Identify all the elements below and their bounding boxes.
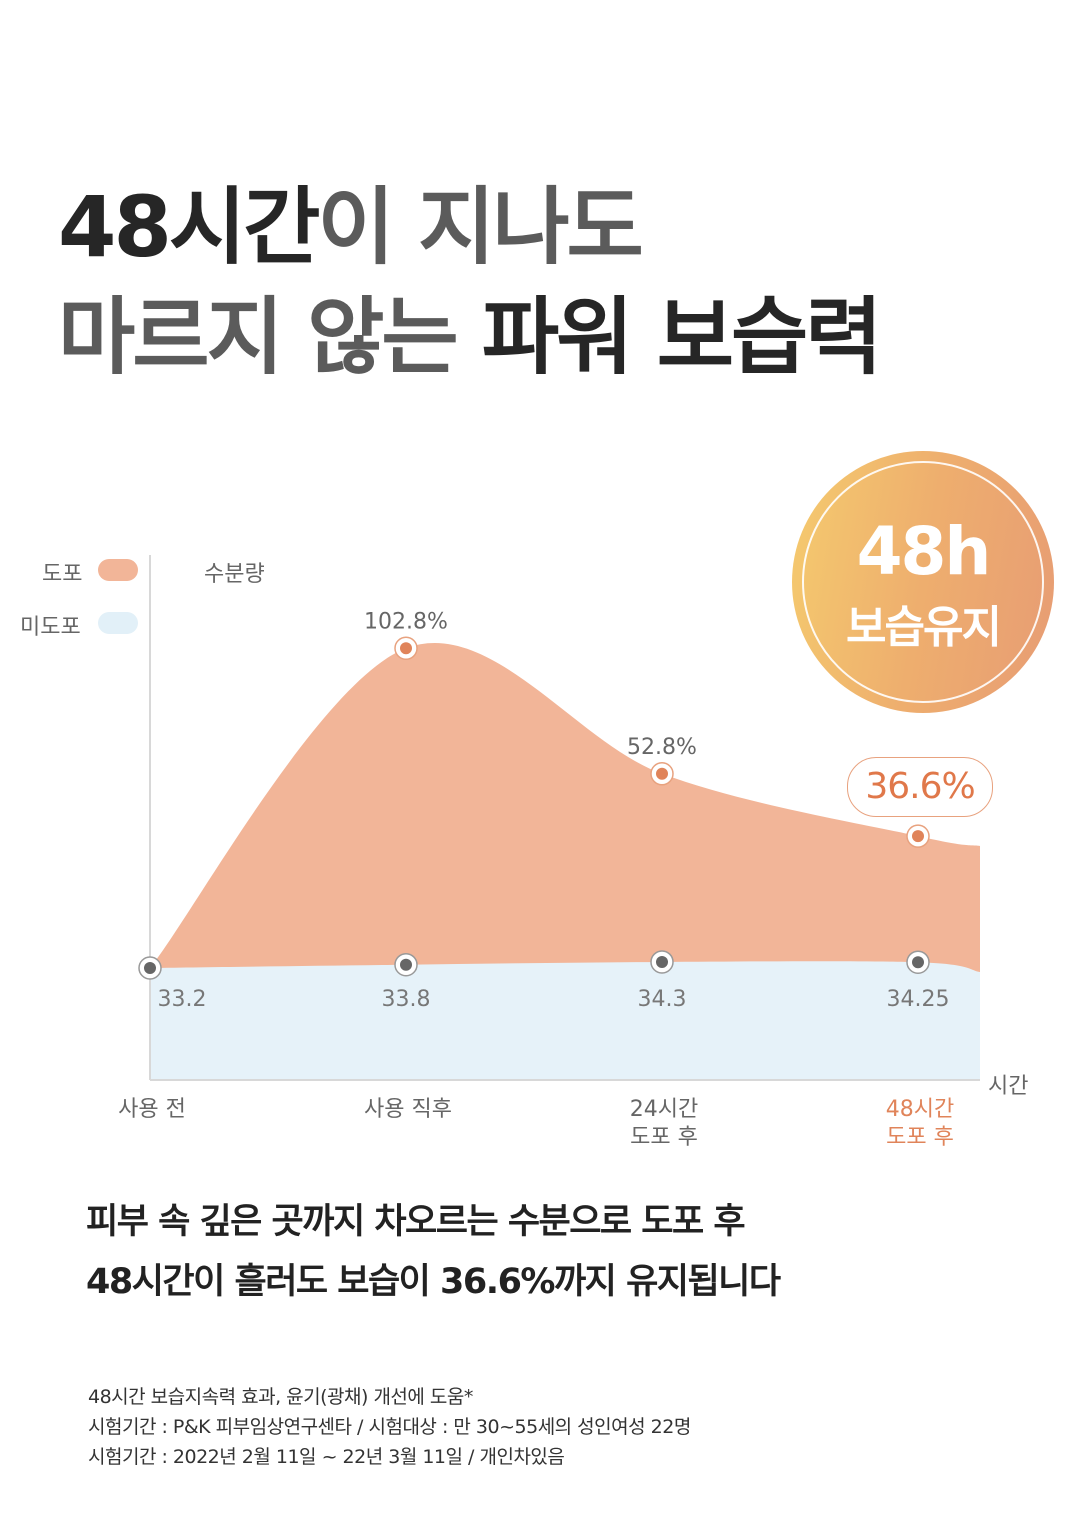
badge-ring	[802, 461, 1044, 703]
x-tick-1: 사용 직후	[364, 1097, 452, 1122]
description-line-2: 48시간이 흘러도 보습이 36.6%까지 유지됩니다	[86, 1262, 781, 1302]
applied-point	[400, 642, 412, 655]
headline: 48시간이 지나도 마르지 않는 파워 보습력	[58, 172, 883, 392]
applied-data-label: 102.8%	[364, 609, 448, 634]
unapplied-data-label: 33.8	[382, 987, 431, 1012]
headline-light: 마르지 않는	[58, 288, 459, 386]
headline-strong: 48시간	[58, 178, 320, 276]
moisture-chart: 102.8% 52.8% 33.2 33.8 34.3 34.25	[138, 555, 980, 1081]
applied-data-label: 52.8%	[627, 735, 697, 760]
footnote-1: 48시간 보습지속력 효과, 윤기(광채) 개선에 도움*	[88, 1386, 473, 1408]
legend-applied-swatch	[98, 559, 138, 581]
description: 피부 속 깊은 곳까지 차오르는 수분으로 도포 후 48시간이 흘러도 보습이…	[86, 1192, 781, 1312]
x-axis-label: 시간	[988, 1074, 1029, 1099]
unapplied-area	[150, 961, 980, 1080]
x-tick-2: 24시간 도포 후	[629, 1097, 699, 1150]
description-line-1: 피부 속 깊은 곳까지 차오르는 수분으로 도포 후	[86, 1202, 746, 1242]
highlight-callout: 36.6%	[847, 757, 993, 817]
headline-rest: 이 지나도	[317, 178, 643, 276]
unapplied-point	[144, 962, 156, 974]
unapplied-data-label: 33.2	[158, 987, 207, 1012]
applied-point	[656, 767, 668, 780]
48h-badge: 48h 보습유지	[792, 451, 1054, 713]
x-tick-3: 48시간 도포 후	[885, 1097, 955, 1150]
footnote-3: 시험기간 : 2022년 2월 11일 ~ 22년 3월 11일 / 개인차있음	[88, 1446, 565, 1468]
legend-unapplied-label: 미도포	[20, 615, 81, 640]
badge-big-text: 48h	[856, 513, 992, 590]
unapplied-data-label: 34.25	[887, 987, 950, 1012]
legend-applied-label: 도포	[42, 562, 83, 587]
x-tick-0: 사용 전	[118, 1097, 186, 1122]
unapplied-point	[912, 956, 924, 969]
headline-strong-2: 파워 보습력	[481, 288, 883, 386]
unapplied-point	[656, 955, 668, 968]
unapplied-data-label: 34.3	[638, 987, 687, 1012]
y-axis-label: 수분량	[204, 562, 265, 587]
legend-unapplied-swatch	[98, 612, 138, 634]
applied-point	[912, 830, 924, 843]
unapplied-point	[400, 958, 412, 971]
badge-small-text: 보습유지	[846, 602, 1002, 653]
footnote-2: 시험기간 : P&K 피부임상연구센타 / 시험대상 : 만 30~55세의 성…	[88, 1416, 691, 1438]
footnotes: 48시간 보습지속력 효과, 윤기(광채) 개선에 도움* 시험기간 : P&K…	[88, 1382, 691, 1472]
